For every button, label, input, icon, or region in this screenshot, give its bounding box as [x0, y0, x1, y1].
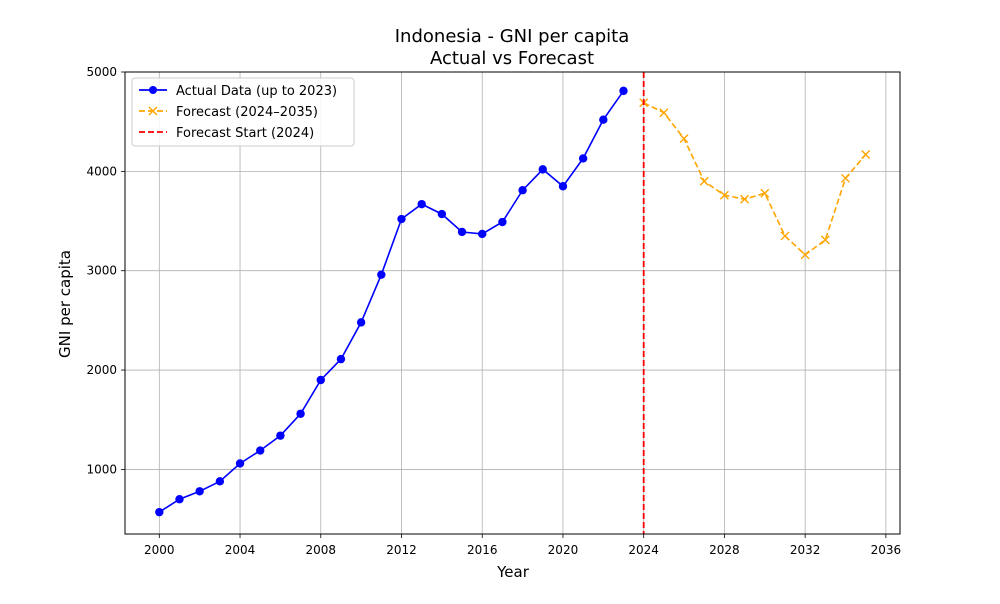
actual-data-point [256, 446, 265, 455]
actual-series-line [158, 90, 625, 513]
forecast-data-point [719, 190, 729, 200]
forecast-data-point [760, 188, 770, 198]
actual-data-point [558, 182, 568, 191]
x-tick-label: 2008 [305, 543, 336, 557]
actual-data-point [215, 477, 225, 486]
legend-label-actual: Actual Data (up to 2023) [176, 84, 337, 99]
y-tick-label: 4000 [86, 164, 117, 178]
actual-data-point [498, 217, 507, 227]
actual-data-point [599, 115, 608, 124]
y-tick-label: 2000 [86, 363, 117, 377]
forecast-data-point [740, 194, 750, 204]
forecast-data-point [820, 235, 830, 245]
x-tick-label: 2032 [790, 543, 821, 557]
forecast-data-point [679, 134, 689, 144]
forecast-data-point [861, 149, 871, 159]
chart-subtitle: Actual vs Forecast [430, 48, 594, 69]
x-axis-ticks: 2000 2004 2008 2012 2016 2020 2024 2028 2032 2036 [144, 534, 901, 557]
legend-label-forecast-start: Forecast Start (2024) [176, 126, 314, 141]
series-layer [155, 72, 871, 534]
x-tick-label: 2012 [386, 543, 417, 557]
legend-entry-forecast-start: Forecast Start (2024) [139, 126, 314, 141]
actual-data-point [296, 409, 305, 418]
actual-data-point [175, 495, 184, 504]
legend-entry-forecast: Forecast (2024–2035) [139, 105, 318, 120]
y-axis-ticks: 1000 2000 3000 4000 5000 [86, 65, 125, 476]
actual-data-point [538, 165, 547, 174]
forecast-data-point [699, 176, 709, 186]
legend: Actual Data (up to 2023) Forecast (2024–… [131, 77, 355, 147]
x-tick-label: 2036 [871, 543, 902, 557]
forecast-data-point [841, 173, 851, 183]
forecast-data-point [800, 250, 810, 260]
actual-data-point [276, 431, 285, 440]
actual-data-point [316, 375, 325, 385]
actual-data-point [195, 487, 204, 496]
x-axis-label: Year [496, 563, 530, 581]
actual-data-point [356, 318, 366, 327]
x-tick-label: 2016 [467, 543, 498, 557]
x-tick-label: 2028 [709, 543, 740, 557]
actual-data-point [235, 459, 245, 468]
y-axis-label: GNI per capita [56, 250, 74, 358]
x-tick-label: 2024 [628, 543, 659, 557]
legend-marker-forecast [148, 106, 158, 116]
actual-data-point [518, 186, 527, 195]
actual-data-point [437, 209, 447, 219]
plot-frame [124, 71, 901, 535]
chart-title: Indonesia - GNI per capita [395, 26, 630, 47]
legend-box [131, 77, 355, 147]
legend-entry-actual: Actual Data (up to 2023) [139, 84, 337, 99]
actual-data-point [377, 270, 386, 279]
actual-data-point [619, 86, 628, 96]
actual-data-point [397, 214, 406, 224]
x-tick-label: 2004 [225, 543, 256, 557]
forecast-data-point [780, 231, 790, 241]
actual-data-point [155, 507, 164, 517]
actual-data-point [478, 229, 487, 239]
y-tick-label: 5000 [86, 65, 117, 79]
forecast-data-point [659, 108, 669, 118]
y-tick-label: 3000 [86, 264, 117, 278]
y-tick-label: 1000 [86, 462, 117, 476]
x-tick-label: 2000 [144, 543, 175, 557]
legend-marker-actual [149, 86, 157, 94]
actual-data-point [417, 199, 426, 209]
actual-data-point [457, 227, 467, 237]
actual-data-point [578, 154, 588, 163]
actual-data-point [336, 354, 346, 364]
x-tick-label: 2020 [548, 543, 579, 557]
legend-label-forecast: Forecast (2024–2035) [176, 105, 318, 120]
